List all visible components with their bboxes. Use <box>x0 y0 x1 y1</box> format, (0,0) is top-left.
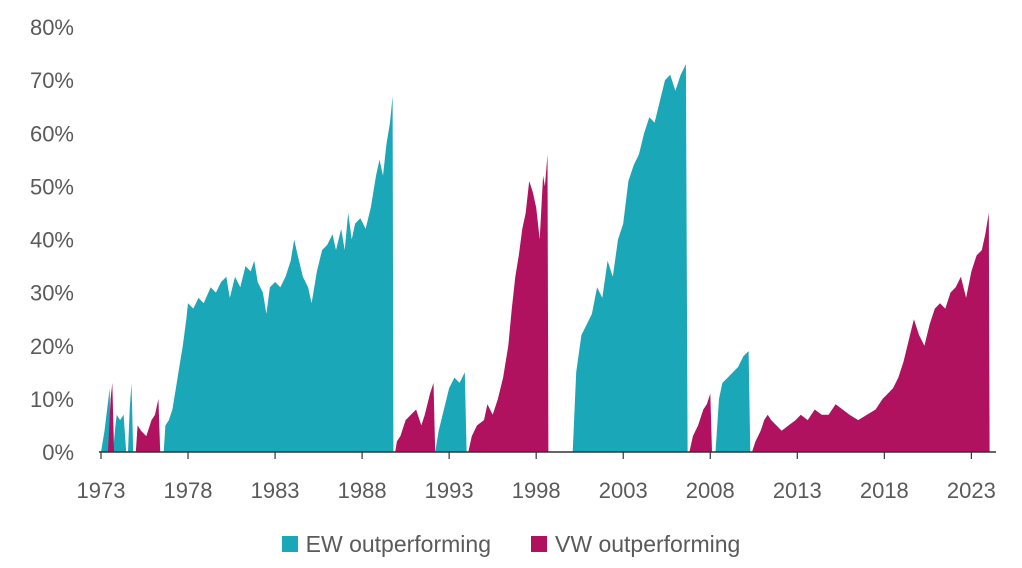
area-chart: 0%10%20%30%40%50%60%70%80% 1973 1978 1983 1… <box>30 15 996 503</box>
area-ew-segment-1 <box>113 414 127 452</box>
area-vw-segment-3 <box>468 154 549 452</box>
x-axis-ticks: 1973 1978 1983 1988 1993 1998 2003 2008 2013 2018… <box>77 452 996 503</box>
y-tick-label: 0% <box>42 440 74 465</box>
legend-item-ew: EW outperforming <box>281 530 491 558</box>
x-tick-label: 1978 <box>164 478 213 503</box>
y-tick-label: 20% <box>30 334 74 359</box>
y-tick-label: 10% <box>30 387 74 412</box>
x-tick-label: 2018 <box>860 478 909 503</box>
area-layer <box>101 64 990 452</box>
area-ew-segment-0 <box>101 388 111 452</box>
x-tick-label: 1973 <box>77 478 126 503</box>
area-vw-segment-1 <box>135 398 161 452</box>
x-tick-label: 1988 <box>338 478 387 503</box>
x-tick-label: 1998 <box>512 478 561 503</box>
x-tick-label: 2013 <box>773 478 822 503</box>
legend-swatch-ew <box>281 536 298 552</box>
x-tick-label: 2003 <box>599 478 648 503</box>
y-tick-label: 40% <box>30 228 74 253</box>
x-tick-label: 1993 <box>425 478 474 503</box>
y-axis-ticks: 0% 10% 20% 30% 40% 50% 60% 70% 80% <box>30 15 74 465</box>
area-vw-segment-0 <box>108 382 115 452</box>
y-tick-label: 50% <box>30 174 74 199</box>
y-tick-label: 80% <box>30 15 74 40</box>
area-ew-segment-2 <box>128 382 134 452</box>
area-ew-segment-6 <box>715 351 751 452</box>
area-vw-segment-5 <box>752 212 990 452</box>
area-vw-segment-4 <box>689 393 712 452</box>
x-tick-label: 2023 <box>947 478 996 503</box>
x-tick-label: 1983 <box>251 478 300 503</box>
legend-label-ew: EW outperforming <box>305 530 491 557</box>
y-tick-label: 70% <box>30 68 74 93</box>
y-tick-label: 30% <box>30 281 74 306</box>
legend-swatch-vw <box>531 536 547 552</box>
legend-item-vw: VW outperforming <box>531 531 740 558</box>
area-vw-segment-2 <box>395 382 436 452</box>
legend: EW outperforming VW outperforming <box>0 527 1022 561</box>
area-ew-segment-3 <box>163 96 394 452</box>
x-tick-label: 2008 <box>686 478 735 503</box>
area-ew-segment-5 <box>572 64 688 452</box>
y-tick-label: 60% <box>30 121 74 146</box>
area-ew-segment-4 <box>435 372 467 452</box>
legend-label-vw: VW outperforming <box>555 530 741 557</box>
